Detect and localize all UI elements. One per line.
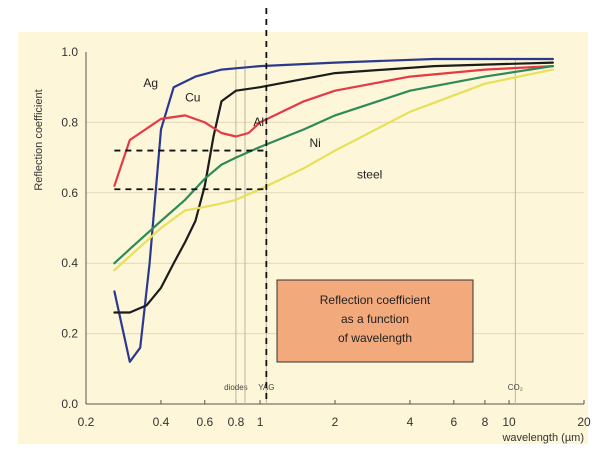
x-tick-label: 2 bbox=[332, 415, 339, 429]
curve-label-cu: Cu bbox=[185, 90, 200, 104]
chart-background bbox=[18, 32, 588, 444]
y-tick-label: 0.2 bbox=[61, 327, 78, 341]
x-tick-label: 20 bbox=[577, 415, 591, 429]
series-line-ni bbox=[113, 65, 554, 265]
series-layer bbox=[113, 57, 554, 363]
annotation-line-1: Reflection coefficient bbox=[320, 293, 431, 307]
series-line-ag bbox=[113, 57, 554, 363]
x-tick-label: 0.4 bbox=[153, 415, 170, 429]
curve-label-al: Al bbox=[253, 115, 264, 129]
y-axis-title: Reflection coefficient bbox=[33, 89, 45, 190]
annotation-box: Reflection coefficient as a function of … bbox=[276, 279, 474, 363]
wavelength-marker-label: CO₂ bbox=[508, 383, 523, 392]
wavelength-marker-label: diodes bbox=[224, 383, 248, 392]
curve-labels: Ag Cu Al Ni steel bbox=[143, 76, 382, 182]
tick-labels: 0.00.20.40.60.81.00.2 0.4 0.6 0.8 1 2 4 6 8 10 20 bbox=[61, 45, 591, 429]
curve-label-steel: steel bbox=[357, 168, 382, 182]
x-axis-title: wavelength (µm) bbox=[501, 432, 584, 444]
guide-lines bbox=[114, 8, 268, 404]
annotation-line-2: as a function bbox=[341, 312, 409, 326]
x-tick-label: 6 bbox=[450, 415, 457, 429]
annotation-line-3: of wavelength bbox=[338, 331, 412, 345]
y-tick-label: 0.6 bbox=[61, 186, 78, 200]
x-tick-label: 4 bbox=[407, 415, 414, 429]
series-line-al bbox=[113, 65, 554, 187]
x-tick-label: 0.6 bbox=[196, 415, 213, 429]
x-tick-label: 10 bbox=[502, 415, 516, 429]
curve-label-ag: Ag bbox=[143, 76, 158, 90]
y-tick-label: 0.4 bbox=[61, 256, 78, 270]
series-line-cu bbox=[113, 61, 554, 314]
x-tick-label: 0.2 bbox=[78, 415, 95, 429]
y-tick-label: 1.0 bbox=[61, 45, 78, 59]
annotation-box-background bbox=[276, 279, 474, 363]
y-tick-label: 0.8 bbox=[61, 115, 78, 129]
x-tick-label: 1 bbox=[257, 415, 264, 429]
series-line-steel bbox=[113, 68, 554, 272]
curve-label-ni: Ni bbox=[310, 136, 321, 150]
x-tick-label: 0.8 bbox=[228, 415, 245, 429]
grid-layer bbox=[85, 52, 585, 405]
x-tick-label: 8 bbox=[482, 415, 489, 429]
y-tick-label: 0.0 bbox=[61, 397, 78, 411]
